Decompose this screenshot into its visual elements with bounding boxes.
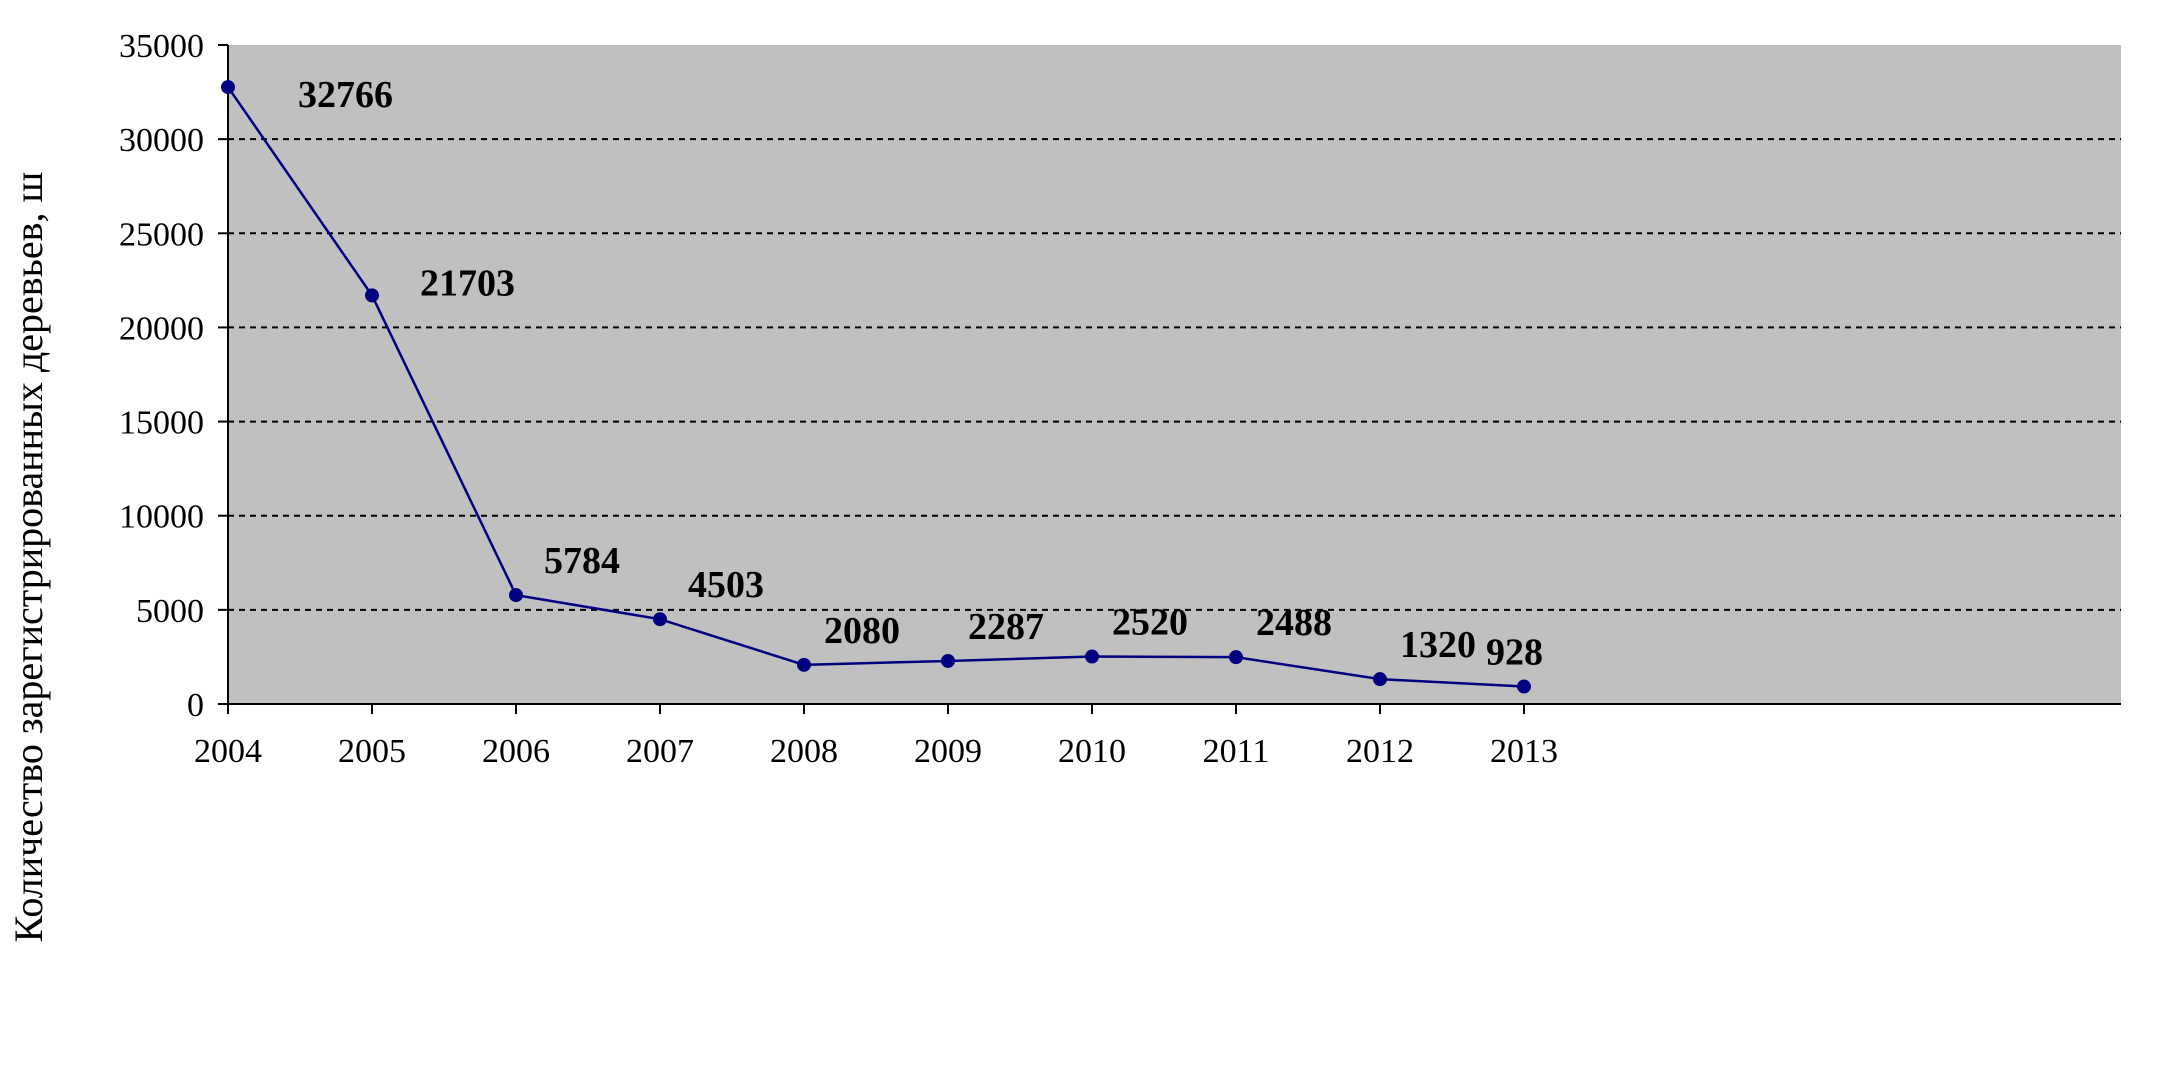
x-tick-label: 2007: [626, 733, 694, 770]
y-tick-label: 25000: [119, 216, 204, 253]
series-markers: [221, 80, 1531, 694]
y-tick-label: 35000: [119, 28, 204, 65]
x-tick-label: 2012: [1346, 733, 1414, 770]
y-tick-label: 0: [187, 687, 204, 724]
y-axis-ticks: 0 5000 10000 15000 20000 25000 30000 35000: [119, 28, 228, 724]
data-point: [365, 288, 379, 303]
data-label: 2080: [824, 610, 900, 652]
series-line: [226, 86, 1525, 688]
data-point: [1517, 679, 1531, 694]
y-tick-label: 10000: [119, 499, 204, 536]
y-axis-title: Количество зарегистрированных деревьев, …: [6, 171, 51, 942]
data-label: 4503: [688, 564, 764, 606]
y-tick-label: 5000: [136, 593, 204, 630]
data-label: 2287: [968, 606, 1044, 648]
data-label: 2488: [1256, 602, 1332, 644]
data-label: 928: [1486, 632, 1543, 674]
x-tick-label: 2008: [770, 733, 838, 770]
data-point: [1085, 649, 1099, 664]
data-labels: 32766 21703 5784 4503 2080 2287 2520 2488 1320 92…: [298, 74, 1543, 673]
data-point: [509, 588, 523, 603]
data-point: [221, 80, 235, 95]
data-point: [941, 653, 955, 668]
x-tick-label: 2010: [1058, 733, 1126, 770]
data-point: [1229, 650, 1243, 665]
x-tick-label: 2004: [194, 733, 262, 770]
y-tick-label: 15000: [119, 405, 204, 442]
x-tick-label: 2013: [1490, 733, 1558, 770]
x-tick-label: 2009: [914, 733, 982, 770]
data-label: 32766: [298, 74, 393, 116]
plot-area: [228, 45, 2121, 704]
x-tick-label: 2011: [1203, 733, 1270, 770]
y-tick-label: 30000: [119, 122, 204, 159]
data-label: 5784: [544, 540, 620, 582]
x-tick-label: 2005: [338, 733, 406, 770]
data-point: [1373, 672, 1387, 687]
data-label: 21703: [420, 262, 515, 304]
data-point: [653, 612, 667, 627]
x-tick-label: 2006: [482, 733, 550, 770]
data-label: 1320: [1400, 624, 1476, 666]
data-label: 2520: [1112, 602, 1188, 644]
data-point: [797, 657, 811, 672]
y-tick-label: 20000: [119, 310, 204, 347]
grid-lines: [228, 138, 2121, 611]
x-axis-ticks: 2004 2005 2006 2007 2008 2009 2010 2011 2012 2013: [194, 704, 1558, 770]
